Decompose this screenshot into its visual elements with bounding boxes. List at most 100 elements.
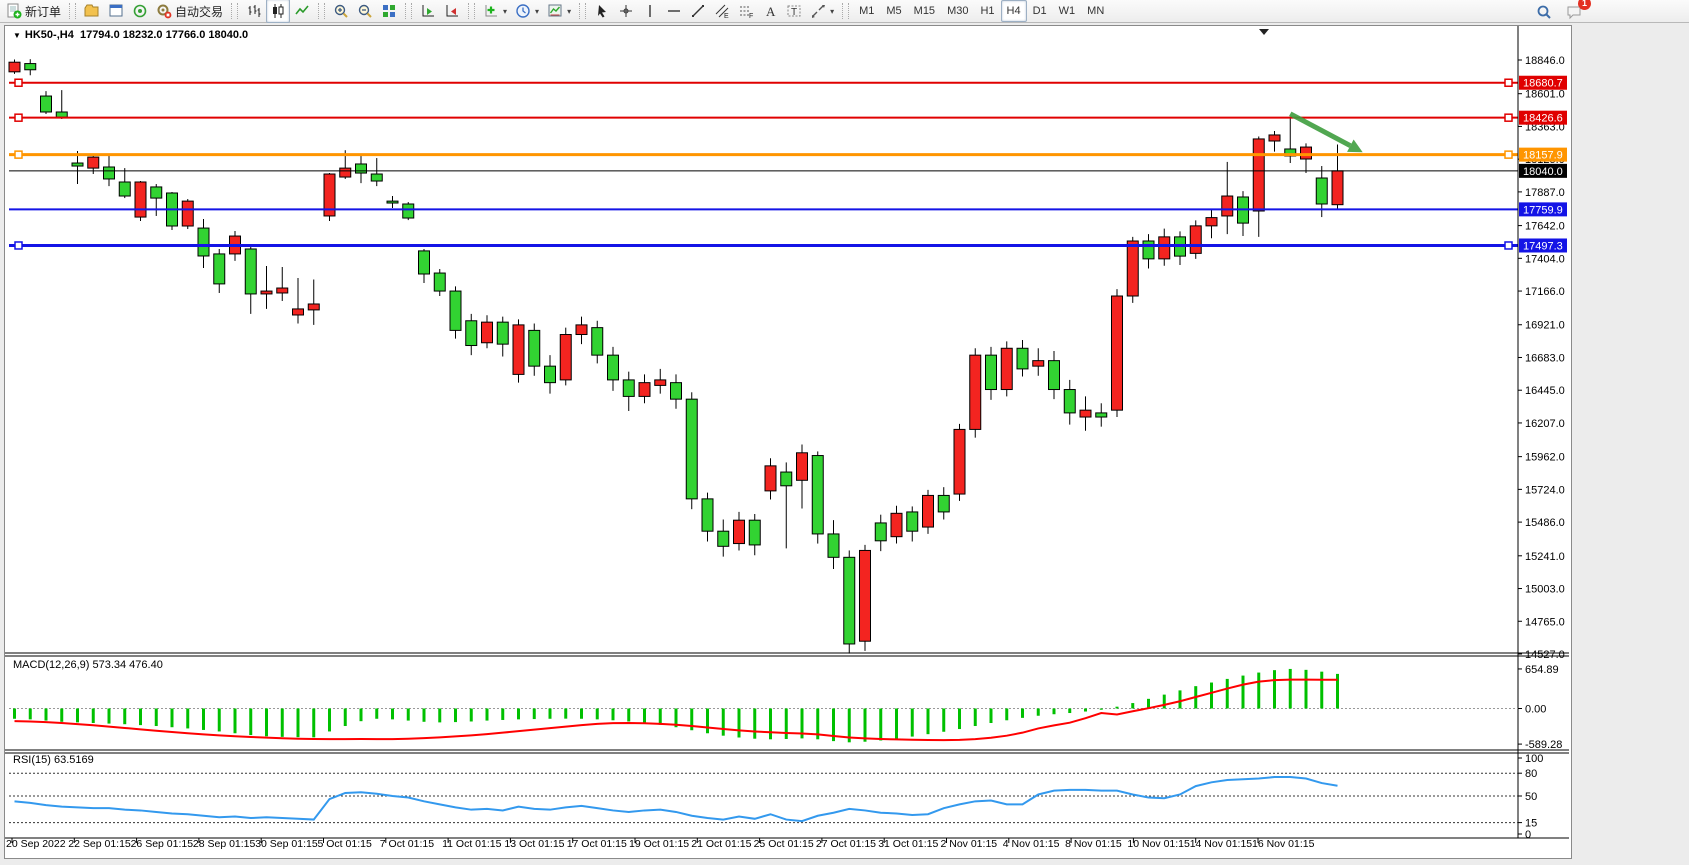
- candle-body: [1111, 295, 1123, 411]
- candle-body: [213, 253, 226, 285]
- candle-body: [1063, 389, 1076, 414]
- neworder-icon: [7, 3, 22, 19]
- toolbar-right: 1: [1532, 0, 1591, 24]
- price-tick-label: 14765.0: [1525, 616, 1565, 628]
- price-tick-label: 18846.0: [1525, 55, 1565, 67]
- price-badge: [1519, 163, 1567, 178]
- candle-body: [307, 303, 320, 311]
- indicators-button[interactable]: ▾: [479, 0, 511, 23]
- chevron-down-icon[interactable]: ▾: [503, 6, 508, 16]
- timeframe-mn-button[interactable]: MN: [1081, 0, 1110, 22]
- zoom-in-button[interactable]: [329, 0, 353, 23]
- symbol-name: HK50-,H4: [24, 29, 74, 41]
- x-axis-label: 14 Nov 01:15: [1190, 838, 1253, 850]
- line-handle[interactable]: [14, 78, 23, 87]
- tile-windows-button[interactable]: [377, 0, 401, 23]
- timeframe-m30-button[interactable]: M30: [941, 0, 974, 22]
- price-chart[interactable]: 18846.018601.018363.018125.017887.017642…: [5, 26, 1569, 856]
- arrows-button[interactable]: ▾: [806, 0, 838, 23]
- candle-body: [1268, 134, 1281, 142]
- x-axis-label: 30 Sep 01:15: [255, 838, 318, 850]
- notification-badge: 1: [1578, 0, 1591, 10]
- line-handle[interactable]: [1504, 113, 1513, 122]
- candle-body: [906, 511, 919, 532]
- bar-chart-button[interactable]: [242, 0, 266, 23]
- timeframe-d1-button[interactable]: D1: [1027, 0, 1053, 22]
- auto-scroll-button[interactable]: [416, 0, 440, 23]
- x-axis-label: 4 Nov 01:15: [1003, 838, 1060, 850]
- candle-body: [512, 324, 525, 375]
- chevron-down-icon[interactable]: ▾: [830, 6, 835, 16]
- x-axis-label: 7 Oct 01:15: [380, 838, 434, 850]
- candle-body: [1142, 240, 1155, 260]
- line-handle[interactable]: [1504, 78, 1513, 87]
- timeframe-m1-button[interactable]: M1: [853, 0, 880, 22]
- equidistant-channel-button[interactable]: E: [710, 0, 734, 23]
- price-badge: [1519, 147, 1567, 162]
- chart-shift-button[interactable]: [440, 0, 464, 23]
- button-label: MN: [1087, 5, 1105, 17]
- candle-body: [811, 455, 824, 535]
- line-handle[interactable]: [14, 150, 23, 159]
- price-tick-label: 17642.0: [1525, 221, 1565, 233]
- profile-icon: [84, 4, 99, 17]
- autotrade-icon: [157, 4, 172, 19]
- timeframe-m5-button[interactable]: M5: [880, 0, 907, 22]
- line-icon: [295, 5, 309, 15]
- price-tick-label: 16921.0: [1525, 320, 1565, 332]
- zoom-out-button[interactable]: [353, 0, 377, 23]
- quick-trade-arrow-icon[interactable]: ▼: [13, 31, 21, 40]
- trend-arrow-annotation[interactable]: [1289, 111, 1352, 148]
- timeframe-m15-button[interactable]: M15: [908, 0, 941, 22]
- search-button[interactable]: [1532, 0, 1556, 24]
- fibo-icon: F: [740, 6, 753, 19]
- timeframe-h1-button[interactable]: H1: [974, 0, 1000, 22]
- trendline-button[interactable]: [686, 0, 710, 23]
- window-icon: [109, 4, 123, 17]
- candle-body: [843, 556, 856, 645]
- signal-button[interactable]: [128, 0, 152, 23]
- horizontal-line-button[interactable]: [662, 0, 686, 23]
- chart-profile-button[interactable]: [80, 0, 104, 23]
- signal-icon: [133, 4, 147, 18]
- price-badge: [1519, 75, 1567, 90]
- templates-button[interactable]: ▾: [543, 0, 575, 23]
- text-label-button[interactable]: T: [782, 0, 806, 23]
- text-button[interactable]: A: [758, 0, 782, 23]
- periods-button[interactable]: ▾: [511, 0, 543, 23]
- cursor-button[interactable]: [590, 0, 614, 23]
- timeframe-h4-button[interactable]: H4: [1000, 0, 1027, 22]
- vertical-line-button[interactable]: [638, 0, 662, 23]
- price-tick-label: 15241.0: [1525, 551, 1565, 563]
- candle-body: [827, 533, 840, 558]
- svg-text:F: F: [749, 13, 753, 19]
- candle-body: [150, 186, 163, 199]
- button-label: M15: [913, 5, 936, 17]
- line-handle[interactable]: [14, 241, 23, 250]
- candle-body: [449, 290, 462, 331]
- candle-body: [465, 320, 478, 347]
- chevron-down-icon[interactable]: ▾: [535, 6, 540, 16]
- candlestick-chart-button[interactable]: [266, 0, 291, 23]
- zoomout-icon: [358, 4, 372, 18]
- autotrade-button[interactable]: 自动交易: [152, 0, 227, 23]
- notifications-button[interactable]: 1: [1562, 0, 1591, 24]
- fibonacci-button[interactable]: F: [734, 0, 758, 23]
- chart-shift-marker-icon[interactable]: [1259, 29, 1269, 35]
- timeframe-w1-button[interactable]: W1: [1053, 0, 1082, 22]
- line-handle[interactable]: [14, 113, 23, 122]
- line-handle[interactable]: [1504, 150, 1513, 159]
- crosshair-button[interactable]: [614, 0, 638, 23]
- price-tick-label: 15724.0: [1525, 484, 1565, 496]
- rsi-axis-label: 0: [1525, 829, 1531, 841]
- candle-body: [103, 166, 115, 180]
- window-button[interactable]: [104, 0, 128, 23]
- new-order-button[interactable]: 新订单: [2, 0, 65, 23]
- vline-icon: [649, 5, 651, 17]
- chevron-down-icon[interactable]: ▾: [567, 6, 572, 16]
- line-handle[interactable]: [1504, 241, 1513, 250]
- button-label: D1: [1032, 5, 1047, 17]
- line-chart-button[interactable]: [290, 0, 314, 23]
- candle-body: [544, 365, 556, 384]
- toolbar-separator: [69, 3, 77, 19]
